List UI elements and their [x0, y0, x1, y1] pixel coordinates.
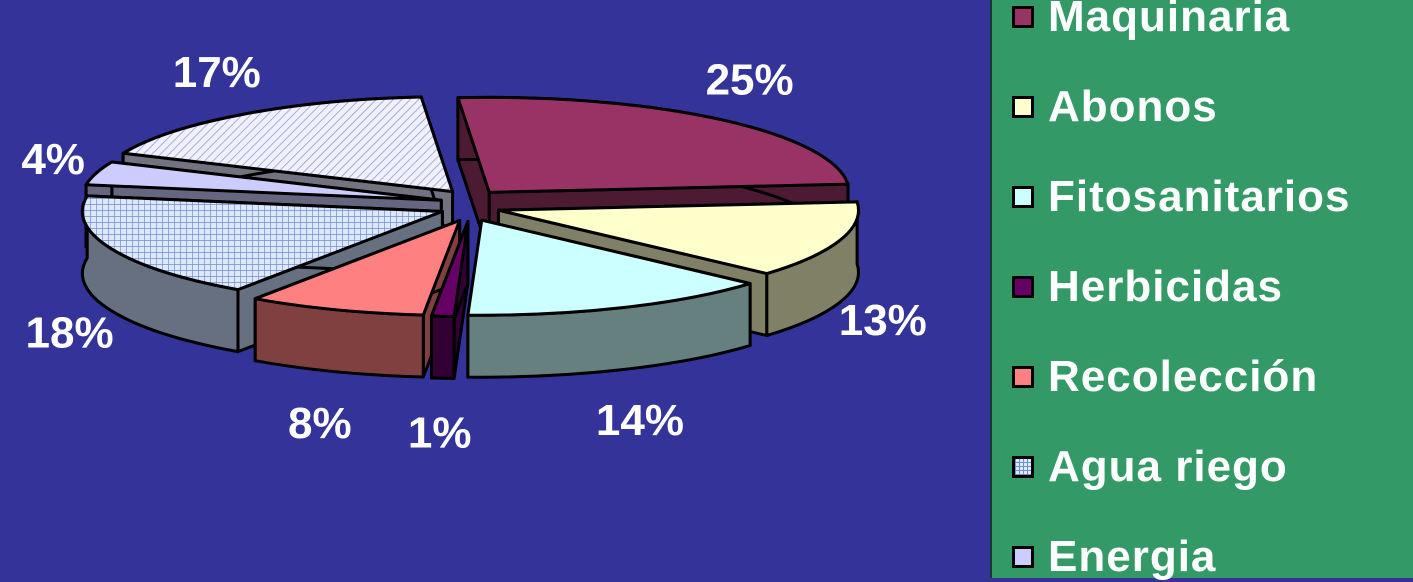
legend-item-fitosanitarios: Fitosanitarios — [1012, 172, 1351, 222]
legend-item-abonos: Abonos — [1012, 82, 1218, 132]
legend-label: Herbicidas — [1048, 262, 1283, 311]
legend-swatch — [1012, 6, 1034, 28]
legend-item-recoleccion: Recolección — [1012, 352, 1318, 402]
legend-label: Abonos — [1048, 82, 1218, 131]
pie-chart: 25% 13% 14% 1% 8% 18% 4% 17% — [21, 48, 927, 458]
legend-swatch — [1012, 456, 1034, 478]
data-label-agua-riego: 18% — [26, 308, 114, 357]
data-label-maquinaria: 25% — [706, 56, 794, 105]
data-label-slice-7: 17% — [173, 48, 261, 97]
data-label-herbicidas: 1% — [408, 409, 472, 458]
data-label-energia: 4% — [21, 135, 85, 184]
legend-swatch — [1012, 186, 1034, 208]
legend: Maquinaria Abonos Fitosanitarios Herbicidas… — [990, 0, 1413, 581]
legend-item-agua-riego: Agua riego — [1012, 442, 1288, 492]
legend-label: Maquinaria — [1048, 0, 1291, 41]
legend-label: Recolección — [1048, 352, 1319, 401]
data-label-fitosanitarios: 14% — [596, 396, 684, 445]
legend-label: Energia — [1048, 532, 1217, 581]
legend-swatch — [1012, 276, 1034, 298]
pie-slice-fitosanitarios — [466, 218, 752, 379]
legend-item-herbicidas: Herbicidas — [1012, 262, 1283, 312]
legend-swatch — [1012, 96, 1034, 118]
legend-item-energia: Energia — [1012, 532, 1216, 582]
data-label-recoleccion: 8% — [288, 399, 352, 448]
legend-swatch — [1012, 366, 1034, 388]
legend-item-maquinaria: Maquinaria — [1012, 0, 1290, 42]
legend-label: Agua riego — [1048, 442, 1288, 491]
pie-slice-agua-riego — [80, 194, 444, 354]
data-label-abonos: 13% — [839, 296, 927, 345]
legend-swatch — [1012, 546, 1034, 568]
pie-slice-herbicidas — [430, 219, 470, 380]
pie-chart-svg: 25% 13% 14% 1% 8% 18% 4% 17% — [21, 48, 927, 458]
pie-slice-recoleccion — [253, 218, 462, 379]
legend-label: Fitosanitarios — [1048, 172, 1351, 221]
